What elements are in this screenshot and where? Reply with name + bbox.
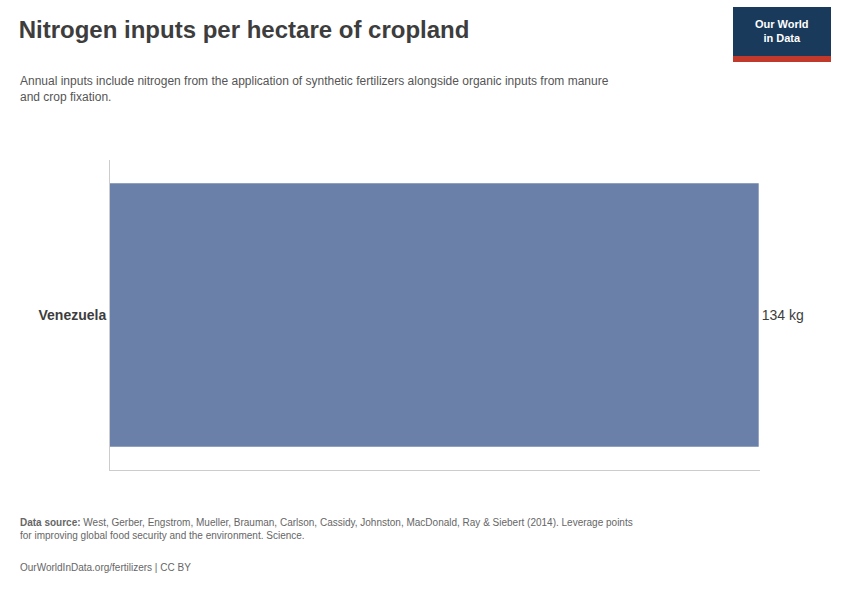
svg-text:134 kg: 134 kg [762,307,804,323]
svg-text:Venezuela: Venezuela [38,307,106,323]
svg-text:OurWorldInData.org/fertilizers: OurWorldInData.org/fertilizers | CC BY [20,562,191,573]
svg-text:Nitrogen inputs per hectare of: Nitrogen inputs per hectare of cropland [19,16,470,43]
svg-text:Our Worldin Data: Our Worldin Data [755,18,809,44]
svg-text:Data source: West, Gerber, Eng: Data source: West, Gerber, Engstrom, Mue… [20,517,633,541]
svg-text:Annual inputs include nitrogen: Annual inputs include nitrogen from the … [20,74,609,104]
